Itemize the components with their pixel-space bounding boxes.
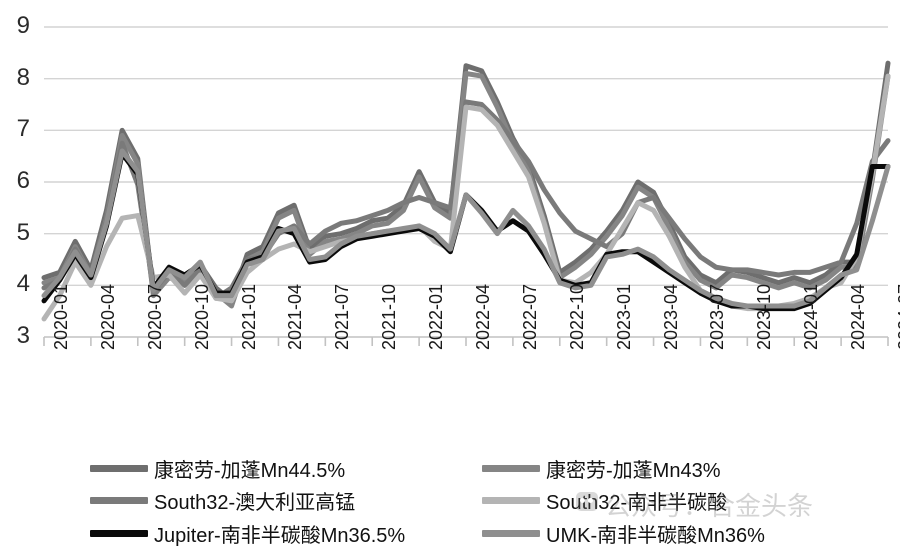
x-axis-tick-label: 2020-04: [97, 283, 118, 350]
x-axis-tick-label: 2023-04: [660, 283, 681, 350]
y-axis-tick-label: 3: [16, 322, 30, 349]
x-axis-tick-label: 2021-04: [285, 283, 306, 350]
x-axis-tick-label: 2024-01: [801, 283, 822, 350]
legend-label: 康密劳-加蓬Mn43%: [546, 459, 721, 482]
y-axis-tick-label: 5: [16, 218, 30, 246]
y-axis-tick-label: 6: [16, 167, 30, 194]
legend-item[interactable]: 康密劳-加蓬Mn43%: [450, 454, 900, 483]
legend-item[interactable]: Jupiter-南非半碳酸Mn36.5%: [0, 519, 450, 548]
chart-canvas: [41, 26, 891, 346]
y-axis-tick-label: 8: [16, 63, 30, 91]
legend-label: South32-澳大利亚高锰: [154, 492, 356, 515]
x-axis-tick-label: 2020-10: [191, 283, 212, 350]
legend-label: South32-南非半碳酸: [546, 492, 728, 515]
x-axis-tick-label: 2023-10: [754, 283, 775, 350]
x-axis-tick-label: 2024-07: [895, 283, 900, 350]
x-axis-tick-label: 2021-01: [238, 283, 259, 350]
legend-swatch-icon: [90, 530, 148, 538]
x-axis-tick-label: 2022-07: [519, 283, 540, 350]
x-axis-tick-label: 2023-01: [613, 283, 634, 350]
chart-legend: 康密劳-加蓬Mn44.5% 康密劳-加蓬Mn43% South32-澳大利亚高锰 So…: [0, 452, 900, 550]
axis-lines: [43, 336, 889, 346]
x-axis-tick-label: 2022-04: [473, 283, 493, 350]
legend-item[interactable]: South32-澳大利亚高锰: [0, 486, 450, 515]
legend-swatch-icon: [90, 497, 148, 505]
legend-item[interactable]: UMK-南非半碳酸Mn36%: [450, 519, 900, 548]
x-axis-tick-label: 2022-10: [566, 283, 587, 350]
x-axis-tick-label: 2020-07: [144, 283, 165, 350]
series-layer: [41, 60, 891, 322]
legend-label: 康密劳-加蓬Mn44.5%: [154, 459, 346, 482]
legend-swatch-icon: [482, 464, 540, 472]
legend-label: UMK-南非半碳酸Mn36%: [546, 525, 765, 548]
legend-item[interactable]: South32-南非半碳酸: [450, 486, 900, 515]
x-axis-tick-label: 2020-01: [51, 283, 71, 350]
legend-swatch-icon: [482, 497, 540, 505]
x-axis-tick-label: 2022-01: [426, 283, 447, 350]
legend-label: Jupiter-南非半碳酸Mn36.5%: [154, 525, 406, 548]
x-axis-tick-label: 2023-07: [707, 283, 728, 350]
legend-swatch-icon: [482, 530, 540, 538]
series-line-2: [41, 99, 891, 301]
x-axis-tick-label: 2024-04: [848, 283, 869, 350]
x-axis-tick-label: 2021-07: [332, 283, 353, 350]
y-axis-tick-label: 7: [16, 115, 30, 143]
y-axis-tick-label: 4: [16, 270, 30, 298]
series-line-3: [41, 73, 891, 322]
series-line-5: [41, 148, 891, 309]
legend-swatch-icon: [90, 464, 148, 472]
y-axis-tick-label: 9: [16, 12, 30, 39]
legend-item[interactable]: 康密劳-加蓬Mn44.5%: [0, 454, 450, 483]
plot-area: 9 8 7 6 5 4 3 2020-01 2020-04 2020-07 2020-10 2021…: [16, 12, 900, 351]
x-axis-tick-label: 2021-10: [379, 283, 400, 350]
